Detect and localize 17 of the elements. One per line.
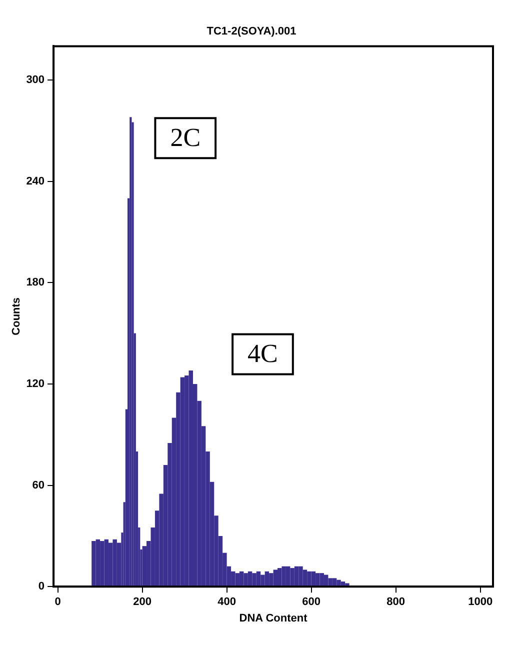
x-tick-label: 800 bbox=[386, 596, 405, 608]
annotation: 2C bbox=[170, 122, 201, 152]
annotation: 4C bbox=[248, 339, 278, 368]
y-tick-label: 120 bbox=[26, 378, 45, 390]
x-axis-title: DNA Content bbox=[239, 612, 308, 624]
x-tick-label: 0 bbox=[54, 596, 61, 608]
x-tick-label: 1000 bbox=[468, 596, 493, 608]
y-tick-label: 240 bbox=[26, 175, 45, 188]
y-axis-title: Counts bbox=[10, 297, 23, 336]
y-tick-label: 0 bbox=[38, 580, 45, 593]
y-tick-label: 180 bbox=[26, 276, 45, 289]
x-tick-label: 600 bbox=[302, 596, 320, 608]
x-tick-label: 200 bbox=[133, 596, 152, 608]
chart-title: TC1-2(SOYA).001 bbox=[206, 26, 296, 38]
x-tick-label: 400 bbox=[218, 596, 236, 608]
y-tick-label: 300 bbox=[26, 74, 45, 86]
y-tick-label: 60 bbox=[32, 479, 45, 492]
